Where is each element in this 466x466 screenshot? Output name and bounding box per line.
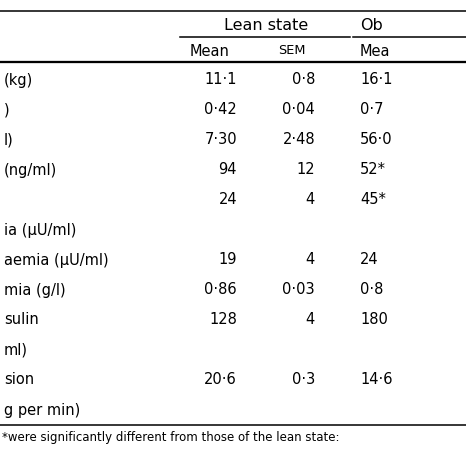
Text: 180: 180 — [360, 313, 388, 328]
Text: Mean: Mean — [190, 43, 230, 59]
Text: 24: 24 — [360, 253, 378, 267]
Text: 0·42: 0·42 — [204, 103, 237, 117]
Text: 20·6: 20·6 — [204, 372, 237, 388]
Text: 7·30: 7·30 — [205, 132, 237, 148]
Text: 0·03: 0·03 — [282, 282, 315, 297]
Text: ml): ml) — [4, 343, 28, 357]
Text: (kg): (kg) — [4, 73, 33, 88]
Text: ): ) — [4, 103, 10, 117]
Text: 52*: 52* — [360, 163, 386, 178]
Text: 0·8: 0·8 — [360, 282, 384, 297]
Text: 11·1: 11·1 — [205, 73, 237, 88]
Text: ia (μU/ml): ia (μU/ml) — [4, 222, 76, 238]
Text: 2·48: 2·48 — [282, 132, 315, 148]
Text: 19: 19 — [219, 253, 237, 267]
Text: 16·1: 16·1 — [360, 73, 392, 88]
Text: Mea: Mea — [360, 43, 391, 59]
Text: (ng/ml): (ng/ml) — [4, 163, 57, 178]
Text: l): l) — [4, 132, 14, 148]
Text: 0·86: 0·86 — [205, 282, 237, 297]
Text: g per min): g per min) — [4, 403, 80, 418]
Text: Ob: Ob — [360, 18, 383, 33]
Text: aemia (μU/ml): aemia (μU/ml) — [4, 253, 109, 267]
Text: 94: 94 — [219, 163, 237, 178]
Text: 4: 4 — [306, 192, 315, 207]
Text: SEM: SEM — [278, 44, 306, 57]
Text: 0·04: 0·04 — [282, 103, 315, 117]
Text: 45*: 45* — [360, 192, 386, 207]
Text: 24: 24 — [219, 192, 237, 207]
Text: sulin: sulin — [4, 313, 39, 328]
Text: 128: 128 — [209, 313, 237, 328]
Text: 12: 12 — [296, 163, 315, 178]
Text: mia (g/l): mia (g/l) — [4, 282, 66, 297]
Text: 0·3: 0·3 — [292, 372, 315, 388]
Text: 4: 4 — [306, 313, 315, 328]
Text: *were significantly different from those of the lean state:: *were significantly different from those… — [2, 431, 340, 444]
Text: 56·0: 56·0 — [360, 132, 393, 148]
Text: sion: sion — [4, 372, 34, 388]
Text: 14·6: 14·6 — [360, 372, 392, 388]
Text: 0·8: 0·8 — [292, 73, 315, 88]
Text: Lean state: Lean state — [224, 18, 308, 33]
Text: 4: 4 — [306, 253, 315, 267]
Text: 0·7: 0·7 — [360, 103, 384, 117]
